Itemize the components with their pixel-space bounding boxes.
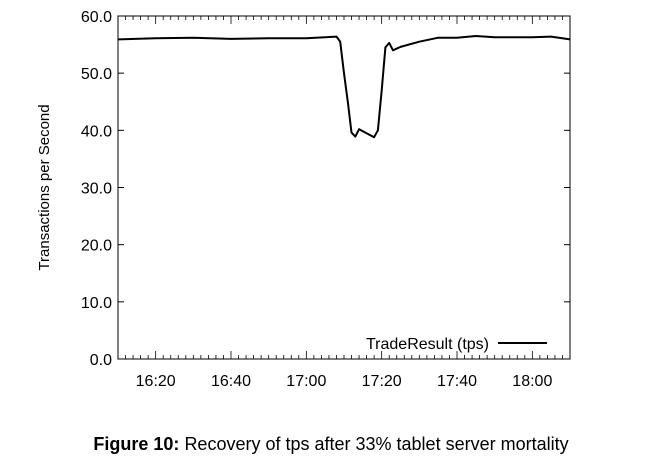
x-tick-label: 17:20 <box>362 373 402 390</box>
line-chart: 0.0 10.0 20.0 30.0 40.0 50.0 60.0 16:20 16:40 17:… <box>36 9 571 390</box>
series-line <box>117 35 571 139</box>
legend: TradeResult (tps) <box>366 336 547 353</box>
figure-caption-text: Recovery of tps after 33% tablet server … <box>184 434 569 454</box>
axes: 0.0 10.0 20.0 30.0 40.0 50.0 60.0 16:20 16:40 17:… <box>36 9 571 390</box>
y-tick-label: 20.0 <box>81 238 112 255</box>
y-axis-label: Transactions per Second <box>36 104 53 270</box>
y-tick-label: 60.0 <box>81 9 112 26</box>
y-tick-label: 0.0 <box>90 352 112 369</box>
x-tick-label: 17:00 <box>286 373 326 390</box>
y-tick-label: 50.0 <box>81 66 112 83</box>
legend-label: TradeResult (tps) <box>366 336 489 353</box>
series-layer <box>117 35 571 139</box>
figure-caption: Figure 10: Recovery of tps after 33% tab… <box>0 434 662 455</box>
y-tick-label: 40.0 <box>81 123 112 140</box>
y-tick-label: 30.0 <box>81 181 112 198</box>
x-tick-label: 16:20 <box>136 373 176 390</box>
figure-caption-label: Figure 10: <box>93 434 180 454</box>
x-tick-label: 17:40 <box>437 373 477 390</box>
x-tick-label: 16:40 <box>211 373 251 390</box>
x-tick-label: 18:00 <box>512 373 552 390</box>
y-tick-label: 10.0 <box>81 295 112 312</box>
